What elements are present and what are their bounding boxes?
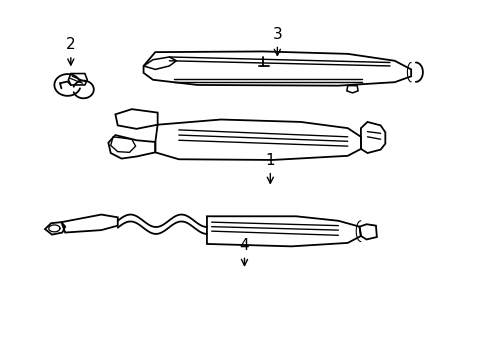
- Text: 4: 4: [239, 238, 249, 266]
- Text: 2: 2: [66, 37, 76, 65]
- Text: 3: 3: [272, 27, 282, 55]
- Text: 1: 1: [265, 153, 275, 183]
